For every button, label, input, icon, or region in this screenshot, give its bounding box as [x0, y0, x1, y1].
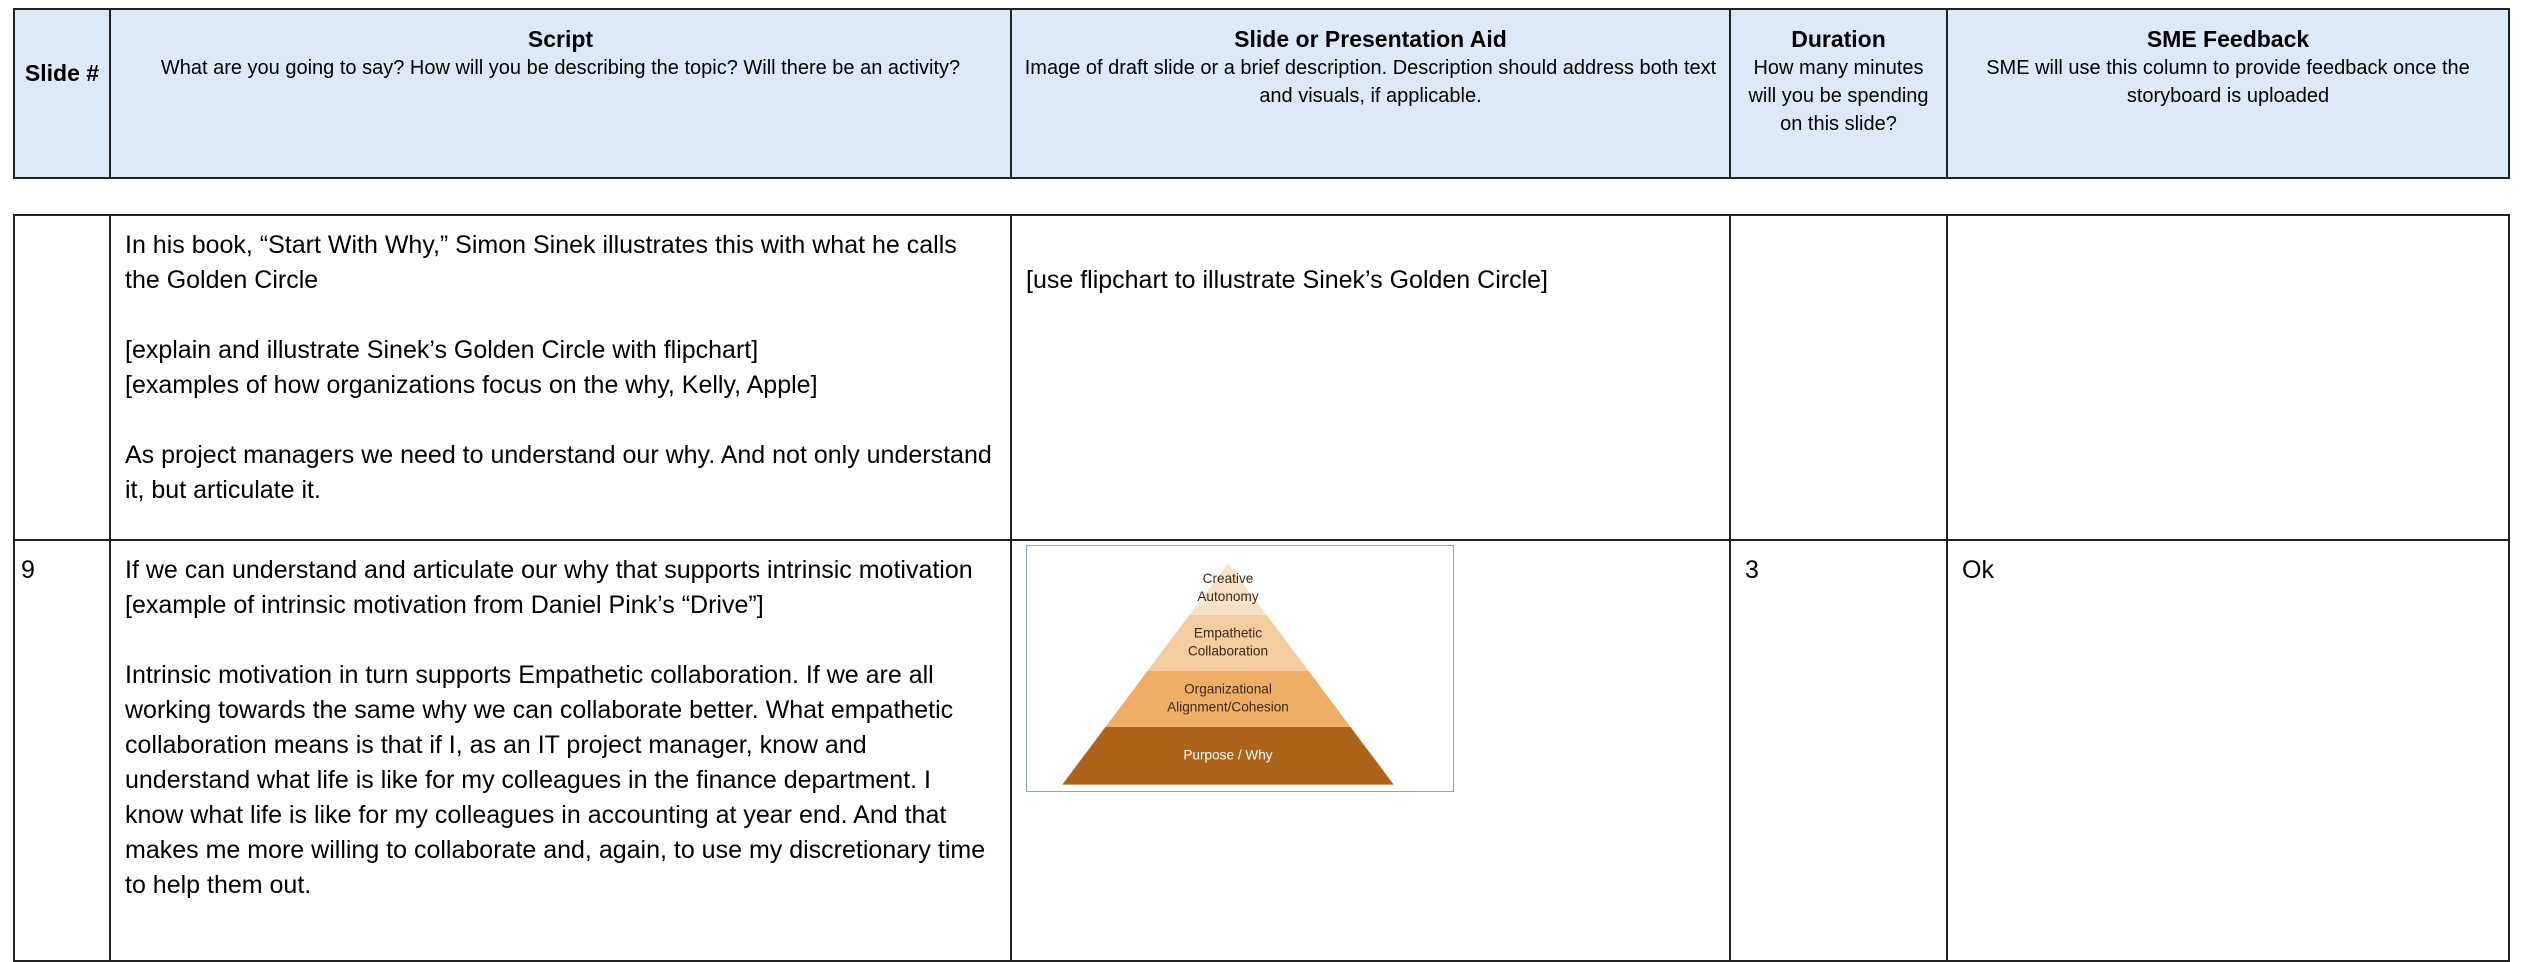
script-line: [example of intrinsic motivation from Da…: [125, 591, 764, 619]
storyboard-page: Slide # Script What are you going to say? …: [13, 8, 2510, 962]
pyramid-label: Creative: [1203, 571, 1254, 586]
table-cell: Creative Autonomy Empathetic Collaboration O…: [1010, 539, 1731, 962]
script-line: [explain and illustrate Sinek’s Golden C…: [125, 336, 759, 364]
script-line: [examples of how organizations focus on …: [125, 371, 818, 399]
sme-feedback: Ok: [1962, 556, 1994, 584]
column-title: Slide #: [24, 60, 100, 86]
header-cell: Slide or Presentation Aid Image of draft …: [1010, 8, 1731, 179]
column-description: SME will use this column to provide feed…: [1986, 57, 2470, 107]
script-line: Intrinsic motivation in turn supports Em…: [125, 661, 986, 899]
header-cell: Script What are you going to say? How wil…: [109, 8, 1012, 179]
script-paragraph: As project managers we need to understan…: [125, 438, 996, 508]
script-paragraph: If we can understand and articulate our …: [125, 553, 996, 623]
script-line: As project managers we need to understan…: [125, 441, 992, 504]
table-cell: [use flipchart to illustrate Sinek’s Gol…: [1010, 214, 1731, 541]
table-cell: If we can understand and articulate our …: [109, 539, 1012, 962]
column-title: Duration: [1791, 26, 1886, 52]
slide-number: 9: [21, 556, 35, 584]
pyramid-label: Autonomy: [1197, 589, 1258, 604]
table-cell: In his book, “Start With Why,” Simon Sin…: [109, 214, 1012, 541]
header-cell: Duration How many minutes will you be spe…: [1729, 8, 1948, 179]
header-cell: SME Feedback SME will use this column to …: [1946, 8, 2510, 179]
script-paragraph: In his book, “Start With Why,” Simon Sin…: [125, 228, 996, 298]
pyramid-band: [1105, 670, 1351, 727]
script-paragraph: Intrinsic motivation in turn supports Em…: [125, 658, 996, 903]
table-cell: Ok: [1946, 539, 2510, 962]
pyramid-label: Collaboration: [1188, 643, 1268, 658]
column-title: SME Feedback: [2146, 26, 2310, 52]
column-description: How many minutes will you be spending on…: [1748, 57, 1929, 135]
pyramid-label: Alignment/Cohesion: [1167, 699, 1289, 714]
pyramid-image: Creative Autonomy Empathetic Collaboration O…: [1026, 545, 1454, 792]
script-line: In his book, “Start With Why,” Simon Sin…: [125, 231, 957, 294]
table-cell: [1729, 214, 1948, 541]
column-title: Script: [527, 26, 594, 52]
column-description: Image of draft slide or a brief descript…: [1024, 57, 1717, 107]
duration: 3: [1745, 556, 1759, 584]
table-cell: 9: [13, 539, 111, 962]
pyramid-label: Empathetic: [1194, 626, 1262, 641]
table-cell: [1946, 214, 2510, 541]
script-paragraph: [explain and illustrate Sinek’s Golden C…: [125, 333, 996, 403]
pyramid-band: [1062, 726, 1394, 785]
aid-text: [use flipchart to illustrate Sinek’s Gol…: [1026, 266, 1548, 294]
pyramid-label: Purpose / Why: [1183, 747, 1272, 762]
column-title: Slide or Presentation Aid: [1234, 26, 1507, 52]
column-description: What are you going to say? How will you …: [160, 57, 961, 79]
pyramid-band: [1147, 614, 1309, 671]
table-cell: [13, 214, 111, 541]
pyramid-label: Organizational: [1184, 682, 1272, 697]
header-cell: Slide #: [13, 8, 111, 179]
script-line: If we can understand and articulate our …: [125, 556, 973, 584]
table-cell: 3: [1729, 539, 1948, 962]
pyramid-band: [1189, 563, 1267, 615]
